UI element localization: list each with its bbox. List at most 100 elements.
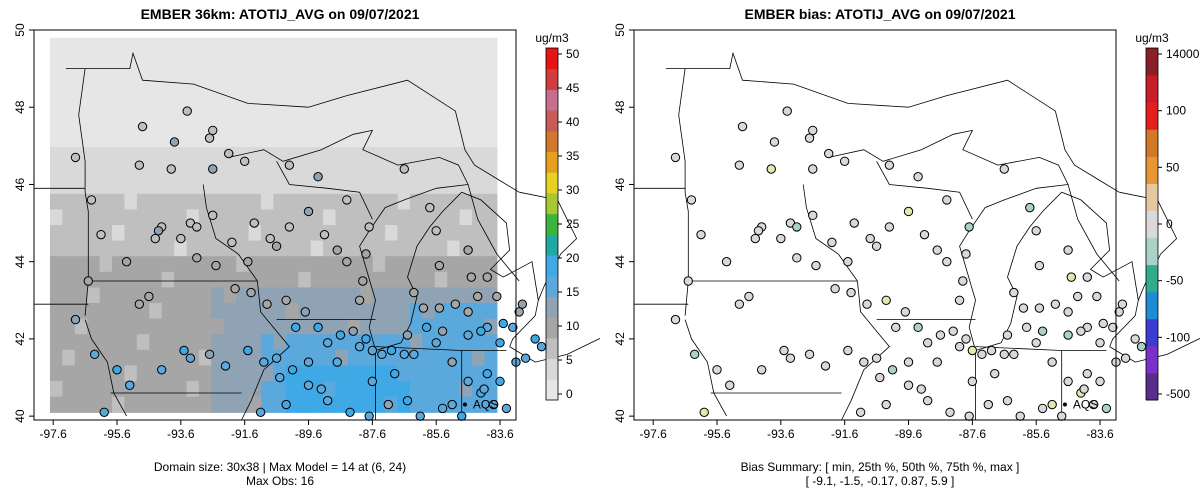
- station-marker: [409, 287, 419, 298]
- station-marker: [463, 376, 473, 387]
- bias-summary-line-1: Bias Summary: [ min, 25th %, 50th %, 75t…: [740, 460, 1020, 474]
- station-marker: [437, 403, 448, 414]
- station-marker: [463, 330, 473, 340]
- station-marker: [402, 330, 413, 340]
- colorbar-tick-label: 50: [1166, 160, 1180, 174]
- colorbar-tick-label: 10: [566, 319, 580, 333]
- station-marker: [255, 407, 266, 417]
- station-marker: [208, 125, 218, 136]
- station-marker: [1082, 368, 1092, 379]
- station-marker: [1063, 307, 1073, 317]
- colorbar-tick-label: 30: [566, 183, 580, 197]
- station-marker: [1082, 272, 1092, 282]
- station-marker: [1114, 307, 1124, 317]
- station-marker: [1063, 330, 1073, 340]
- lon-tick-label: -89.6: [895, 427, 923, 441]
- station-marker: [1009, 287, 1019, 298]
- station-marker: [520, 353, 531, 363]
- station-marker: [134, 160, 145, 170]
- station-marker: [322, 338, 333, 348]
- station-marker: [1066, 272, 1077, 282]
- station-marker: [1002, 330, 1013, 340]
- lon-tick-label: -93.6: [167, 427, 195, 441]
- station-marker: [916, 384, 926, 394]
- station-marker: [508, 322, 518, 333]
- station-marker: [1120, 353, 1131, 363]
- station-marker: [792, 222, 802, 232]
- station-marker: [859, 357, 869, 367]
- lon-tick-label: -83.6: [486, 427, 514, 441]
- station-marker: [1101, 403, 1112, 414]
- station-marker: [948, 326, 958, 336]
- station-marker: [495, 376, 505, 387]
- station-marker: [303, 206, 314, 217]
- station-marker: [1088, 399, 1099, 410]
- station-marker: [804, 133, 815, 143]
- colorbar-tick-label: 45: [566, 81, 580, 95]
- aqs-label: AQS: [473, 398, 498, 412]
- station-marker: [766, 164, 776, 174]
- station-marker: [721, 256, 732, 267]
- station-marker: [779, 345, 789, 356]
- station-marker: [932, 357, 942, 367]
- station-marker: [367, 376, 378, 387]
- station-marker: [967, 376, 978, 387]
- station-marker: [348, 326, 358, 336]
- plot-frame: [633, 29, 1117, 421]
- station-marker: [335, 330, 346, 340]
- colorbar-tick-label: 5: [566, 353, 573, 367]
- lat-tick-label: 44: [13, 255, 27, 269]
- station-marker: [1079, 384, 1089, 394]
- station-marker: [399, 164, 409, 174]
- station-marker: [1050, 299, 1061, 309]
- station-marker: [1015, 411, 1025, 421]
- station-marker: [303, 380, 314, 390]
- lon-tick-label: -97.6: [39, 427, 67, 441]
- station-marker: [750, 233, 760, 244]
- station-marker: [125, 380, 135, 390]
- lon-tick-label: -87.6: [359, 427, 387, 441]
- station-marker: [488, 399, 499, 410]
- station-marker: [514, 307, 524, 317]
- station-marker: [156, 365, 167, 375]
- station-marker: [808, 164, 818, 174]
- aqs-label: AQS: [1073, 398, 1098, 412]
- station-marker: [220, 361, 231, 371]
- station-marker: [1130, 334, 1140, 344]
- station-marker: [144, 291, 154, 302]
- station-marker: [1098, 318, 1108, 329]
- lon-tick-label: -85.6: [1023, 427, 1051, 441]
- station-marker: [425, 202, 435, 213]
- lat-tick-label: 42: [13, 332, 27, 346]
- colorbar-units: ug/m3: [1135, 31, 1169, 45]
- station-marker: [1076, 326, 1086, 336]
- station-marker: [342, 195, 352, 205]
- monitor-stations: [670, 106, 1147, 421]
- station-marker: [1034, 260, 1045, 271]
- station-marker: [776, 233, 786, 244]
- monitor-stations: [70, 106, 547, 421]
- station-marker: [262, 299, 272, 309]
- station-marker: [887, 365, 898, 375]
- station-marker: [954, 295, 965, 305]
- lat-tick-label: 40: [13, 409, 27, 423]
- colorbar-tick-label: 35: [566, 149, 580, 163]
- station-marker: [112, 365, 122, 375]
- station-marker: [434, 303, 445, 313]
- colorbar-tick-label: 0: [566, 387, 573, 401]
- station-marker: [364, 222, 374, 232]
- station-marker: [367, 345, 378, 356]
- station-marker: [1009, 349, 1019, 360]
- station-marker: [409, 349, 419, 360]
- station-marker: [903, 206, 914, 217]
- colorbar-tick-label: 25: [566, 217, 580, 231]
- station-marker: [986, 345, 997, 356]
- station-marker: [891, 322, 901, 333]
- station-marker: [472, 291, 483, 302]
- station-marker: [418, 303, 429, 313]
- station-marker: [358, 276, 368, 286]
- station-marker: [875, 372, 885, 383]
- station-marker: [839, 156, 850, 166]
- station-marker: [402, 395, 413, 406]
